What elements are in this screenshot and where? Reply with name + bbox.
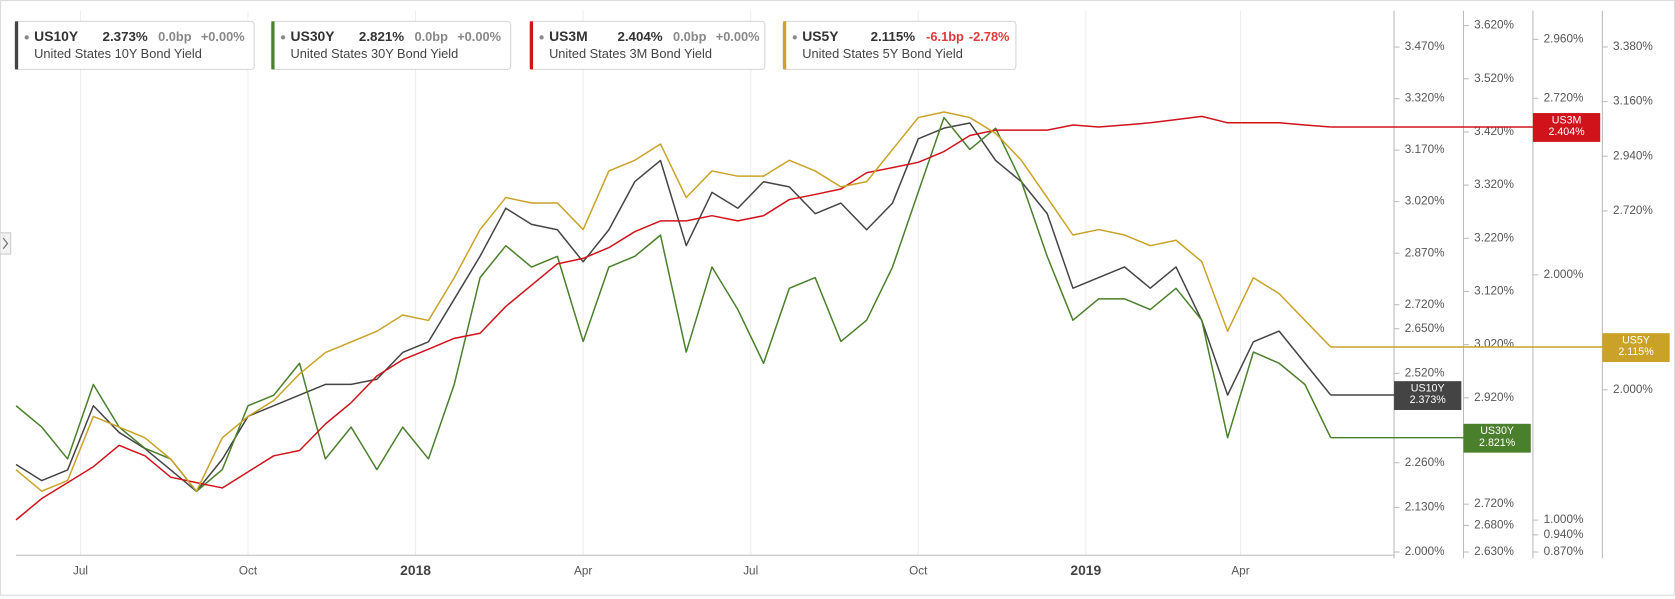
y-tick-label: 3.470%: [1405, 40, 1445, 53]
legend-dot: [280, 35, 286, 40]
y-tick-label: 2.520%: [1405, 366, 1445, 379]
badge-value: 2.115%: [1618, 346, 1654, 358]
legend-color-bar: [14, 21, 19, 70]
y-tick-label: 2.960%: [1544, 32, 1584, 45]
legend-change-bp: 0.0bp: [158, 29, 192, 44]
legend-item[interactable]: US30Y 2.821% 0.0bp +0.00% United States 30Y …: [270, 20, 512, 70]
legend-color-bar: [529, 21, 534, 70]
y-tick-label: 0.870%: [1544, 545, 1584, 558]
legend-change-pct: -2.78%: [969, 29, 1010, 44]
legend-dot: [539, 35, 544, 40]
legend-change-pct: +0.00%: [457, 29, 501, 44]
y-tick-label: 3.160%: [1613, 95, 1653, 108]
badge-name: US5Y: [1622, 334, 1650, 346]
legend-name: US3M: [549, 28, 588, 44]
legend-description: United States 30Y Bond Yield: [291, 46, 459, 61]
legend-change-pct: +0.00%: [201, 29, 245, 44]
y-tick-label: 2.720%: [1613, 204, 1653, 217]
series-line: [15, 111, 1332, 492]
x-tick-label: Apr: [574, 564, 592, 577]
legend-dot: [24, 35, 29, 40]
series-line: [15, 116, 1332, 493]
y-tick-label: 3.320%: [1474, 178, 1514, 191]
y-tick-label: 3.120%: [1474, 285, 1514, 298]
legend-value: 2.115%: [871, 29, 916, 44]
y-tick-label: 2.870%: [1405, 246, 1445, 259]
y-tick-label: 3.020%: [1405, 195, 1445, 208]
badge-value: 2.373%: [1410, 394, 1447, 406]
x-tick-label: Jul: [73, 564, 88, 577]
y-tick-label: 3.020%: [1474, 338, 1514, 351]
y-tick-label: 1.000%: [1544, 513, 1584, 526]
y-tick-label: 2.630%: [1474, 545, 1514, 558]
legend-item[interactable]: US5Y 2.115% -6.1bp -2.78% United States 5Y B…: [782, 20, 1017, 70]
legend-description: United States 3M Bond Yield: [549, 46, 712, 61]
y-tick-label: 2.650%: [1405, 322, 1445, 335]
x-tick-label: Apr: [1231, 564, 1249, 577]
y-tick-label: 2.720%: [1544, 91, 1584, 104]
x-tick-label: Oct: [239, 564, 258, 577]
legend-name: US5Y: [802, 28, 839, 44]
legend-change-bp: -6.1bp: [926, 29, 964, 44]
value-badge: [1532, 113, 1601, 142]
y-tick-label: 2.000%: [1613, 383, 1653, 396]
legend-value: 2.404%: [617, 29, 662, 44]
legend-value: 2.373%: [103, 29, 148, 44]
legend-name: US10Y: [34, 28, 79, 44]
y-tick-label: 2.000%: [1405, 545, 1445, 558]
value-badge: [1463, 423, 1531, 453]
y-tick-label: 3.420%: [1474, 125, 1514, 138]
y-tick-label: 2.000%: [1544, 268, 1584, 281]
badge-value: 2.404%: [1548, 126, 1585, 138]
legend-description: United States 5Y Bond Yield: [802, 46, 963, 61]
legend-item[interactable]: US10Y 2.373% 0.0bp +0.00% United States 10Y …: [14, 20, 255, 70]
y-tick-label: 3.170%: [1405, 143, 1445, 156]
y-tick-label: 2.130%: [1405, 500, 1445, 513]
legend-dot: [792, 35, 797, 40]
legend-description: United States 10Y Bond Yield: [34, 46, 202, 61]
series-line: [15, 115, 1331, 521]
legend-change-bp: 0.0bp: [673, 29, 707, 44]
y-tick-label: 3.620%: [1474, 19, 1514, 32]
y-tick-label: 3.520%: [1474, 72, 1514, 85]
badge-name: US10Y: [1411, 382, 1445, 394]
legend-name: US30Y: [291, 28, 336, 44]
legend-change-bp: 0.0bp: [414, 29, 448, 44]
y-tick-label: 3.380%: [1613, 40, 1653, 53]
x-tick-label: Oct: [909, 564, 928, 577]
badge-name: US3M: [1552, 114, 1582, 126]
y-tick-label: 3.220%: [1474, 231, 1514, 244]
legend-item[interactable]: US3M 2.404% 0.0bp +0.00% United States 3M Bo…: [529, 20, 766, 70]
y-tick-label: 2.260%: [1405, 456, 1445, 469]
y-tick-label: 2.720%: [1474, 497, 1514, 510]
badge-value: 2.821%: [1479, 437, 1516, 449]
legend-color-bar: [271, 21, 275, 70]
y-tick-label: 3.320%: [1405, 92, 1445, 105]
y-tick-label: 0.940%: [1544, 528, 1584, 541]
badge-name: US30Y: [1480, 425, 1514, 437]
legend-change-pct: +0.00%: [716, 29, 760, 44]
y-tick-label: 2.680%: [1474, 519, 1514, 532]
x-tick-label: Jul: [743, 564, 758, 577]
legend-color-bar: [783, 21, 787, 70]
x-tick-label: 2018: [400, 562, 431, 578]
collapse-arrow[interactable]: [0, 232, 12, 255]
y-tick-label: 2.720%: [1405, 298, 1445, 311]
legend-value: 2.821%: [359, 29, 404, 44]
y-tick-label: 2.920%: [1474, 391, 1514, 404]
value-badge: [1602, 333, 1670, 363]
x-tick-label: 2019: [1070, 562, 1101, 578]
value-badge: [1394, 381, 1462, 410]
y-tick-label: 2.940%: [1613, 149, 1653, 162]
